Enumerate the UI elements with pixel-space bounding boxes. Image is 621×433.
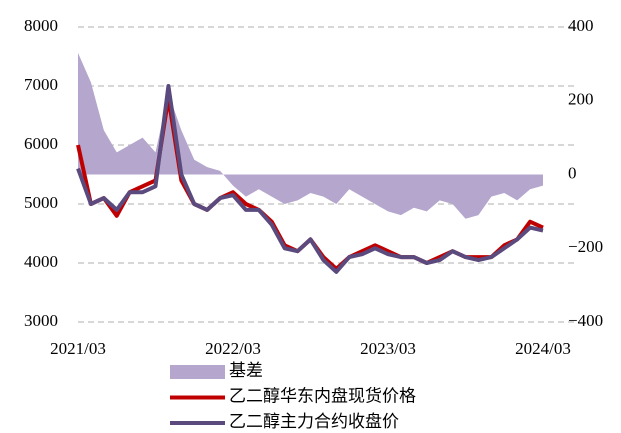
y2-tick-label: 0 xyxy=(568,163,577,182)
y-tick-label: 4000 xyxy=(24,252,58,271)
y-tick-label: 7000 xyxy=(24,75,58,94)
y2-tick-label: −400 xyxy=(568,311,603,330)
y-tick-label: 6000 xyxy=(24,134,58,153)
price-line xyxy=(76,84,544,274)
y2-tick-label: −200 xyxy=(568,237,603,256)
legend-label: 基差 xyxy=(229,361,263,380)
y-tick-label: 3000 xyxy=(24,311,58,330)
y-tick-label: 8000 xyxy=(24,16,58,35)
legend-swatch xyxy=(170,365,225,379)
x-tick-label: 2024/03 xyxy=(515,339,571,358)
y2-tick-label: 400 xyxy=(568,16,594,35)
legend-label: 乙二醇华东内盘现货价格 xyxy=(229,386,416,405)
basis-area xyxy=(78,52,543,219)
x-tick-label: 2022/03 xyxy=(205,339,261,358)
x-tick-label: 2023/03 xyxy=(360,339,416,358)
legend-label: 乙二醇主力合约收盘价 xyxy=(229,412,399,431)
y2-tick-label: 200 xyxy=(568,90,594,109)
x-tick-label: 2021/03 xyxy=(50,339,106,358)
y-tick-label: 5000 xyxy=(24,193,58,212)
